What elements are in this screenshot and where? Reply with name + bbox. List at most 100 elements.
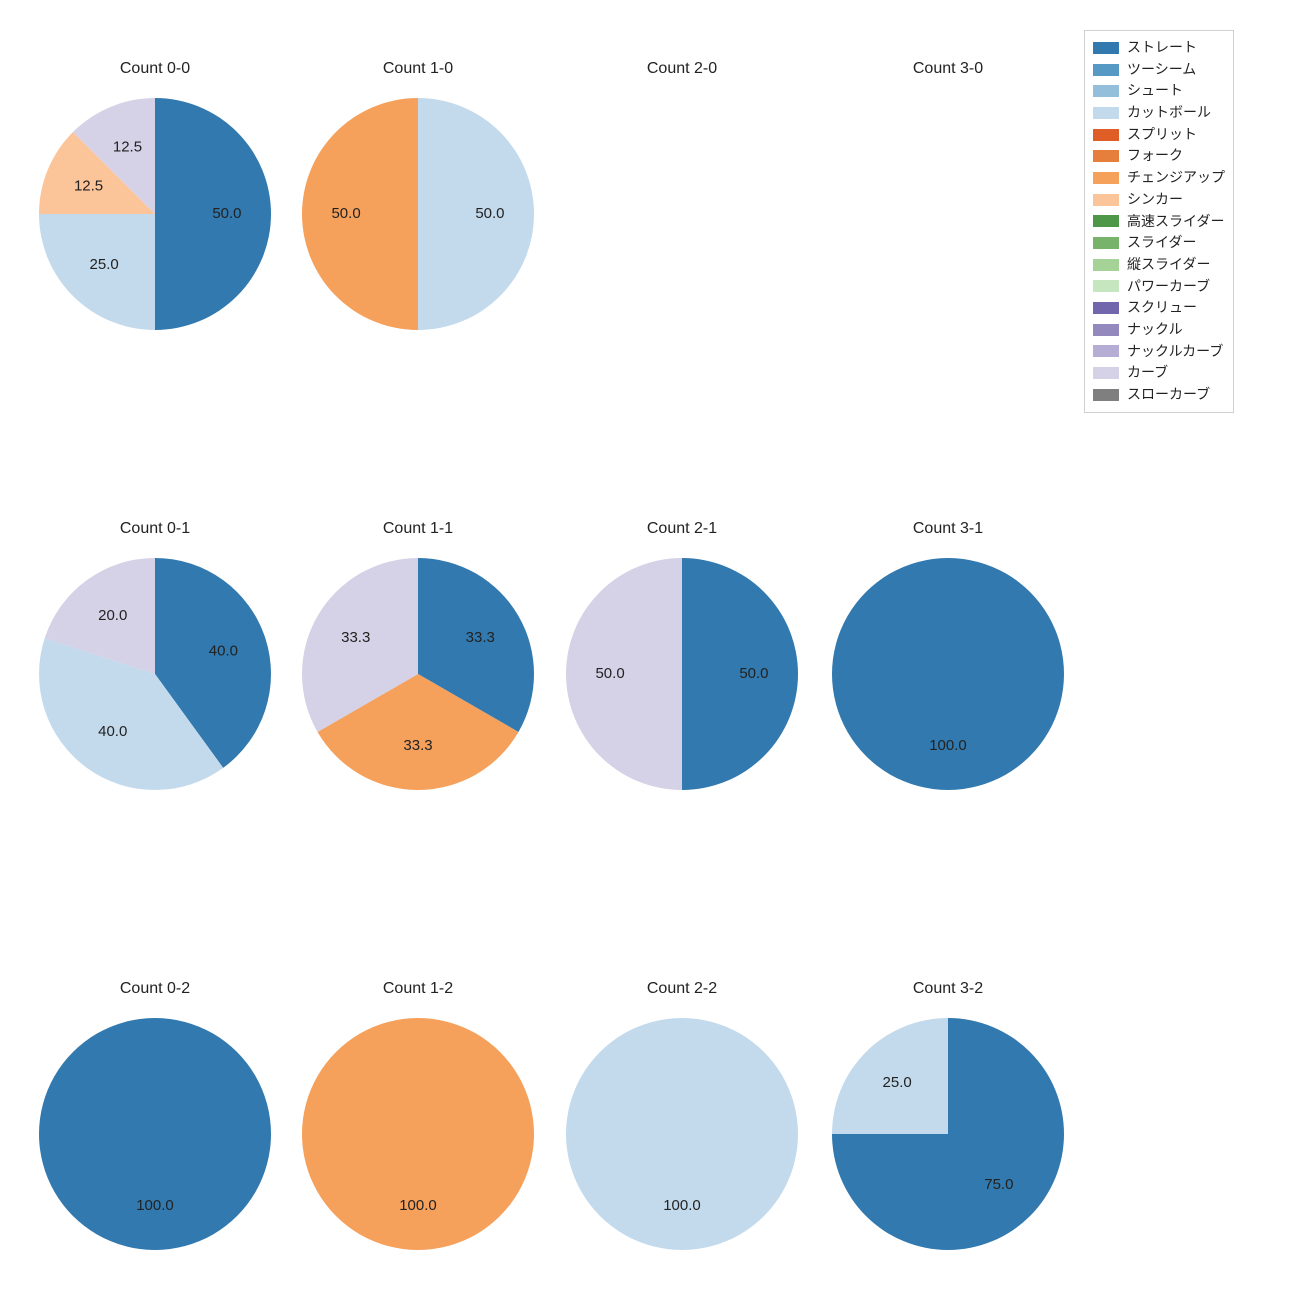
legend-row: ツーシーム [1093,59,1225,81]
legend-label: スプリット [1127,124,1197,146]
panel-title: Count 0-0 [35,60,275,78]
slice-label: 50.0 [595,665,624,682]
panel-title: Count 1-1 [298,520,538,538]
pie-svg: 50.050.0 [562,544,802,804]
legend-label: 高速スライダー [1127,211,1224,233]
slice-label: 12.5 [113,139,142,156]
slice-label: 50.0 [212,205,241,222]
legend-row: スプリット [1093,124,1225,146]
legend-row: シュート [1093,80,1225,102]
legend-swatch [1093,345,1119,357]
panel-title: Count 2-0 [562,60,802,78]
slice-label: 50.0 [331,205,360,222]
legend-row: ストレート [1093,37,1225,59]
legend-swatch [1093,150,1119,162]
pie-panel: Count 0-050.025.012.512.5 [35,60,275,344]
slice-label: 12.5 [74,177,103,194]
pie-panel: Count 3-2 75.025.0 [828,980,1068,1264]
pie-panel: Count 0-1 40.0 40.0 20.0 [35,520,275,804]
legend-swatch [1093,237,1119,249]
legend-row: ナックル [1093,319,1225,341]
panel-title: Count 3-0 [828,60,1068,78]
legend-swatch [1093,64,1119,76]
legend-row: ナックルカーブ [1093,341,1225,363]
legend-row: スローカーブ [1093,384,1225,406]
legend-swatch [1093,367,1119,379]
pie-slice [39,1018,271,1250]
panel-title: Count 3-1 [828,520,1068,538]
slice-label: 100.0 [136,1197,174,1214]
legend-swatch [1093,302,1119,314]
legend-swatch [1093,129,1119,141]
legend-label: シュート [1127,80,1183,102]
panel-title: Count 1-0 [298,60,538,78]
slice-label: 25.0 [883,1074,912,1091]
pie-svg: 50.0 50.0 [298,84,538,344]
legend-swatch [1093,172,1119,184]
legend-label: フォーク [1127,145,1183,167]
pie-panel: Count 3-0 [828,60,1068,344]
legend-swatch [1093,389,1119,401]
legend-swatch [1093,259,1119,271]
legend-swatch [1093,215,1119,227]
legend-label: スライダー [1127,232,1196,254]
legend-label: チェンジアップ [1127,167,1225,189]
pie-panel: Count 2-1 50.050.0 [562,520,802,804]
legend-label: スクリュー [1127,297,1197,319]
slice-label: 40.0 [209,643,238,660]
legend-swatch [1093,85,1119,97]
slice-label: 100.0 [399,1197,437,1214]
legend: ストレートツーシームシュートカットボールスプリットフォークチェンジアップシンカー… [1084,30,1234,413]
legend-label: カーブ [1127,362,1168,384]
slice-label: 40.0 [98,723,127,740]
legend-swatch [1093,107,1119,119]
pie-svg: 33.3 33.3 33.3 [298,544,538,804]
pie-svg: 40.0 40.0 20.0 [35,544,275,804]
slice-label: 33.3 [403,737,432,754]
panel-title: Count 2-1 [562,520,802,538]
pie-panel: Count 3-1 100.0 [828,520,1068,804]
legend-swatch [1093,42,1119,54]
legend-swatch [1093,280,1119,292]
slice-label: 50.0 [475,205,504,222]
legend-label: スローカーブ [1127,384,1210,406]
legend-label: ツーシーム [1127,59,1196,81]
pie-panel: Count 1-2100.0 [298,980,538,1264]
legend-row: フォーク [1093,145,1225,167]
panel-title: Count 3-2 [828,980,1068,998]
legend-swatch [1093,194,1119,206]
pie-svg: 100.0 [298,1004,538,1264]
legend-label: パワーカーブ [1127,276,1210,298]
pie-svg: 100.0 [35,1004,275,1264]
legend-row: 高速スライダー [1093,211,1225,233]
legend-row: カットボール [1093,102,1225,124]
pie-svg: 100.0 [828,544,1068,804]
pie-panel: Count 2-2 100.0 [562,980,802,1264]
slice-label: 20.0 [98,607,127,624]
chart-stage: Count 0-0 50.0 25.0 12.5 12.5 Count 1-0 50.0 50… [0,0,1300,1300]
legend-swatch [1093,324,1119,336]
legend-label: 縦スライダー [1127,254,1210,276]
legend-label: ナックルカーブ [1127,341,1223,363]
legend-row: スクリュー [1093,297,1225,319]
legend-label: ナックル [1127,319,1183,341]
legend-label: シンカー [1127,189,1183,211]
legend-row: チェンジアップ [1093,167,1225,189]
pie-slice [302,1018,534,1250]
legend-label: ストレート [1127,37,1197,59]
pie-svg: 75.025.0 [828,1004,1068,1264]
panel-title: Count 2-2 [562,980,802,998]
pie-panel: Count 0-2 100.0 [35,980,275,1264]
legend-row: パワーカーブ [1093,276,1225,298]
slice-label: 100.0 [663,1197,701,1214]
slice-label: 33.3 [341,629,370,646]
slice-label: 33.3 [466,629,495,646]
pie-svg: 100.0 [562,1004,802,1264]
legend-row: 縦スライダー [1093,254,1225,276]
panel-title: Count 0-1 [35,520,275,538]
legend-row: スライダー [1093,232,1225,254]
legend-row: カーブ [1093,362,1225,384]
pie-svg: 50.025.012.512.5 [35,84,275,344]
legend-row: シンカー [1093,189,1225,211]
panel-title: Count 0-2 [35,980,275,998]
